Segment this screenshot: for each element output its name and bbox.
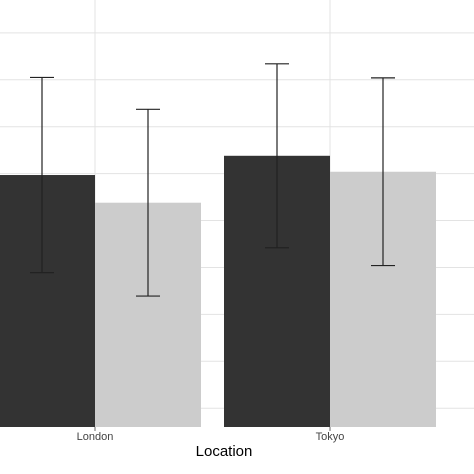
error-bar bbox=[136, 108, 160, 297]
error-bar bbox=[265, 63, 289, 249]
error-bar bbox=[371, 77, 395, 267]
x-tick-label: London bbox=[77, 431, 114, 443]
error-bar bbox=[30, 76, 54, 274]
bar bbox=[0, 175, 95, 427]
x-axis-title: Location bbox=[196, 443, 253, 460]
x-tick-label: Tokyo bbox=[316, 431, 345, 443]
